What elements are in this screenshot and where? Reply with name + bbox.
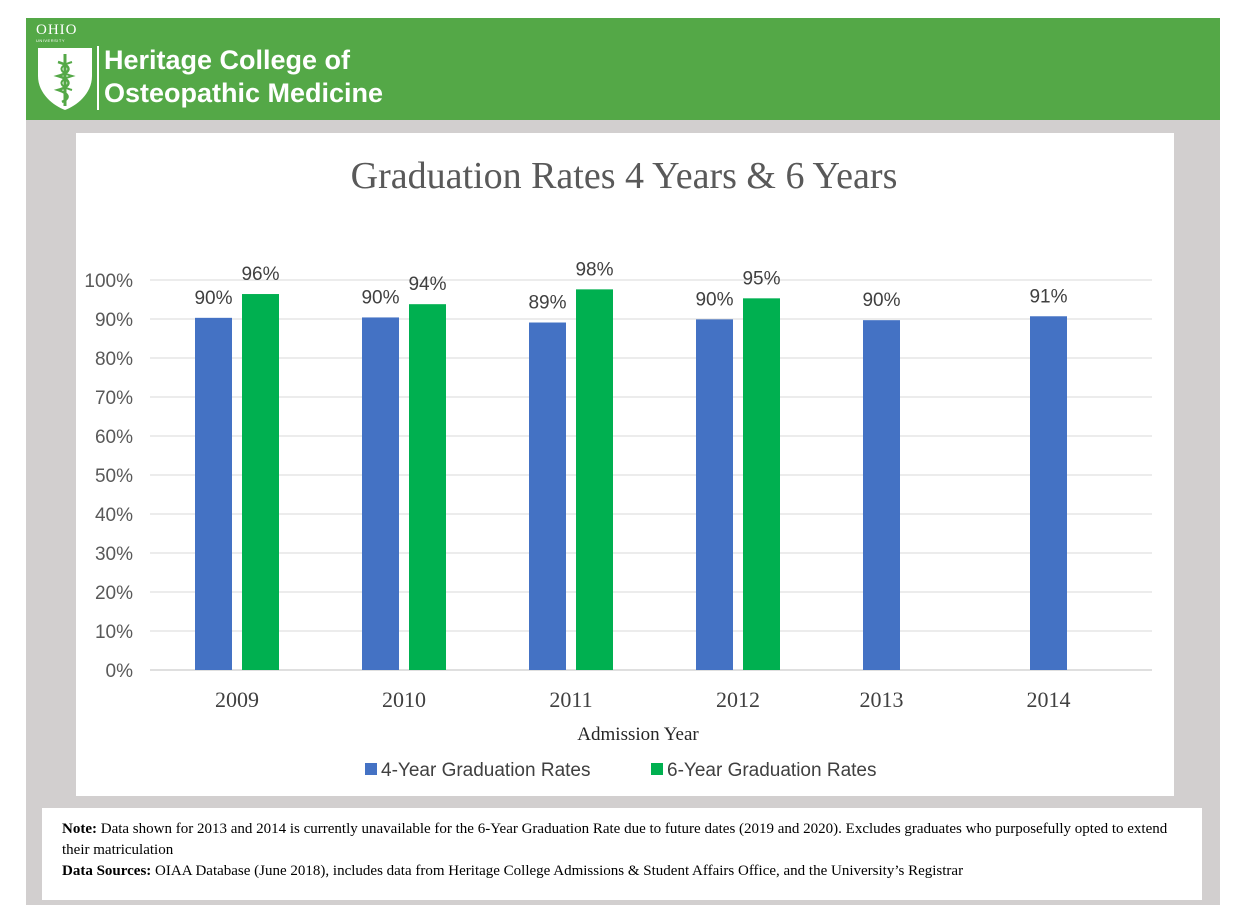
shield-caduceus-icon [38,48,92,110]
bar-4yr [529,322,566,670]
bar-4yr [362,317,399,670]
y-tick-label: 70% [95,388,133,409]
legend-swatch [651,763,663,775]
x-tick-label: 2010 [382,687,426,712]
legend-swatch [365,763,377,775]
college-name-line1: Heritage College of [104,45,351,75]
y-tick-label: 30% [95,544,133,565]
x-tick-label: 2013 [860,687,904,712]
bar-4yr [696,319,733,670]
data-label: 89% [528,293,566,314]
bar-4yr [1030,316,1067,670]
data-label: 95% [742,268,780,289]
y-tick-label: 40% [95,505,133,526]
x-tick-label: 2011 [549,687,592,712]
data-label: 90% [695,289,733,310]
logo-divider [97,46,99,110]
y-tick-label: 100% [84,271,133,292]
y-tick-label: 60% [95,427,133,448]
header-banner [26,18,1220,120]
y-tick-label: 80% [95,349,133,370]
chart-title: Graduation Rates 4 Years & 6 Years [351,155,898,197]
university-subtitle: UNIVERSITY [36,38,66,43]
y-tick-label: 10% [95,622,133,643]
bar-4yr [195,317,232,670]
x-axis-title: Admission Year [577,724,699,745]
college-name: Heritage College of Osteopathic Medicine [104,44,383,110]
sources-label: Data Sources: [62,863,152,879]
data-label: 96% [241,264,279,285]
bar-6yr [743,298,780,670]
y-tick-label: 0% [106,661,134,682]
x-tick-label: 2012 [716,687,760,712]
data-label: 94% [408,274,446,295]
note-label: Note: [62,821,97,837]
data-label: 98% [575,259,613,280]
data-label: 90% [361,287,399,308]
footnote: Note: Data shown for 2013 and 2014 is cu… [62,819,1192,882]
legend-label: 4-Year Graduation Rates [381,760,590,781]
note-panel [42,808,1202,900]
bar-4yr [863,320,900,670]
college-name-line2: Osteopathic Medicine [104,78,384,108]
x-tick-label: 2009 [215,687,259,712]
y-tick-label: 50% [95,466,133,487]
note-text: Data shown for 2013 and 2014 is currentl… [62,821,1168,858]
bar-6yr [242,294,279,670]
university-wordmark: OHIO [36,22,78,38]
legend-label: 6-Year Graduation Rates [667,760,876,781]
bar-6yr [409,304,446,670]
y-tick-label: 90% [95,310,133,331]
bar-6yr [576,289,613,670]
y-tick-label: 20% [95,583,133,604]
data-label: 91% [1029,286,1067,307]
sources-text: OIAA Database (June 2018), includes data… [151,863,964,879]
data-label: 90% [194,288,232,309]
x-tick-label: 2014 [1027,687,1071,712]
data-label: 90% [862,290,900,311]
